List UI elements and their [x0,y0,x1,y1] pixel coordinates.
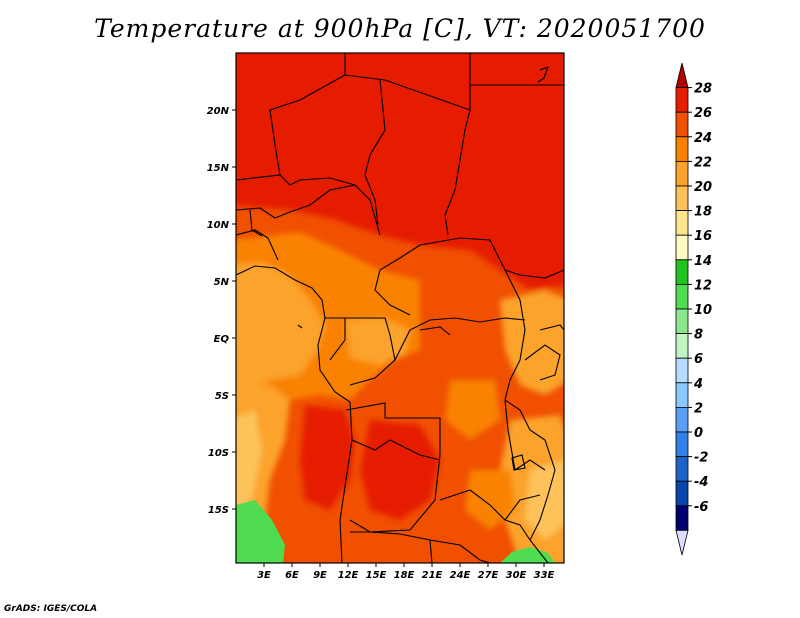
colorbar-swatch [675,382,689,408]
lat-label: 5N [214,277,230,288]
lon-label: 15E [366,570,387,581]
lon-label: 6E [285,570,299,581]
colorbar-swatch [675,259,689,285]
colorbar-label: 8 [694,328,703,343]
colorbar-label: 22 [694,155,712,170]
colorbar-label: -6 [694,500,708,515]
colorbar-label: -2 [694,451,708,466]
colorbar-label: 10 [694,303,712,318]
colorbar-label: 16 [694,229,712,244]
colorbar-label: 0 [694,426,703,441]
colorbar-label: 12 [694,278,712,293]
colorbar-label: 4 [693,377,703,392]
colorbar-label: 14 [694,254,712,269]
lon-label: 12E [338,570,359,581]
lon-label: 27E [478,570,499,581]
lat-label: 20N [207,106,230,117]
lat-label: 5S [215,391,229,402]
credit-label: GrADS: IGES/COLA [4,604,98,614]
colorbar-swatch [675,185,689,212]
colorbar-label: 2 [694,401,703,416]
lat-label: EQ [214,334,230,345]
lat-label: 10N [207,220,230,231]
lat-label: 15S [208,505,229,516]
lon-label: 24E [450,570,471,581]
colorbar-label: 28 [694,82,712,97]
colorbar-label: 18 [694,205,712,220]
colorbar-swatch [675,333,689,359]
colorbar-top-arrow [675,62,689,88]
colorbar-swatch [675,431,689,458]
colorbar-label: 24 [694,131,712,146]
colorbar-swatch [675,406,689,433]
map-frame [235,52,565,564]
lon-axis: 3E 6E 9E 12E 15E 18E 21E 24E 27E 30E 33E [257,563,555,581]
lon-label: 21E [422,570,443,581]
temperature-field [236,53,564,563]
lon-label: 9E [313,570,327,581]
lon-label: 3E [257,570,271,581]
colorbar-label: -4 [694,475,708,490]
colorbar-label: 26 [694,106,712,121]
colorbar-swatch [675,111,689,138]
lon-label: 33E [534,570,555,581]
colorbar-swatch [675,160,689,187]
colorbar-bottom-arrow [675,530,689,556]
colorbar-swatch [675,456,689,482]
lon-label: 30E [506,570,527,581]
colorbar-swatch [675,480,689,507]
colorbar-swatch [675,210,689,236]
colorbar-swatch [675,87,689,113]
colorbar-label: 6 [694,352,703,367]
lat-axis: 20N 15N 10N 5N EQ 5S 10S 15S [207,106,236,516]
country-borders [236,53,564,563]
colorbar-swatch [675,234,689,261]
colorbar-swatch [675,357,689,384]
colorbar-swatch [675,283,689,310]
map-title: Temperature at 900hPa [C], VT: 202005170… [94,14,706,43]
colorbar-label: 20 [694,180,712,195]
colorbar-swatch [675,136,689,162]
lat-label: 15N [207,163,230,174]
lon-label: 18E [394,570,415,581]
colorbar-swatch [675,308,689,335]
lat-label: 10S [208,448,229,459]
colorbar-swatch [675,505,689,531]
